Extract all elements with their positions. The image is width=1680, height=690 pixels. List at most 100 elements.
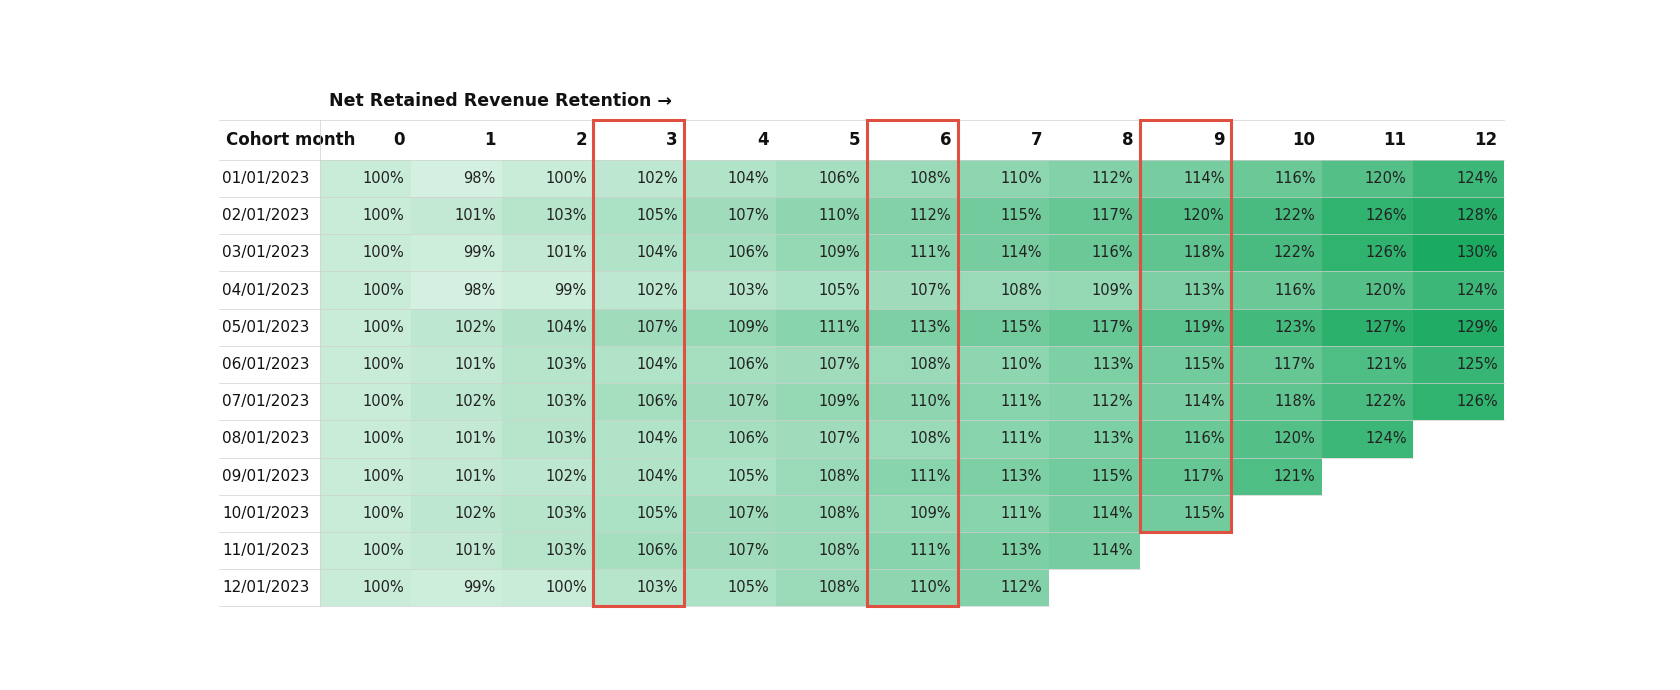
Bar	[593, 457, 684, 495]
Text: Cohort month: Cohort month	[225, 131, 354, 149]
Text: 106%: 106%	[727, 357, 769, 372]
Bar	[684, 234, 776, 271]
Bar	[1322, 346, 1413, 383]
Text: 100%: 100%	[544, 171, 586, 186]
Bar	[867, 234, 958, 271]
Text: 123%: 123%	[1273, 319, 1315, 335]
Text: 111%: 111%	[818, 319, 860, 335]
Bar	[593, 234, 684, 271]
Text: 101%: 101%	[454, 208, 496, 223]
Bar	[1141, 346, 1231, 383]
Bar	[593, 346, 684, 383]
Text: 8: 8	[1122, 131, 1134, 149]
Text: 103%: 103%	[546, 543, 586, 558]
Text: 113%: 113%	[1001, 469, 1042, 484]
Bar	[412, 197, 502, 234]
Text: 119%: 119%	[1183, 319, 1225, 335]
Bar	[776, 271, 867, 308]
Bar	[684, 569, 776, 607]
Bar	[776, 346, 867, 383]
Bar	[502, 532, 593, 569]
Bar	[593, 120, 684, 607]
Bar	[684, 495, 776, 532]
Bar	[958, 457, 1048, 495]
Text: 98%: 98%	[464, 283, 496, 297]
Bar	[412, 420, 502, 457]
Text: 104%: 104%	[637, 431, 679, 446]
Bar	[684, 160, 776, 197]
Text: 11: 11	[1384, 131, 1406, 149]
Text: 0: 0	[393, 131, 405, 149]
Bar	[593, 569, 684, 607]
Bar	[502, 383, 593, 420]
Bar	[1413, 457, 1504, 495]
Text: 107%: 107%	[818, 357, 860, 372]
Bar	[958, 383, 1048, 420]
Bar	[1048, 308, 1141, 346]
Text: 09/01/2023: 09/01/2023	[222, 469, 309, 484]
Text: 126%: 126%	[1457, 394, 1499, 409]
Bar	[958, 234, 1048, 271]
Bar	[502, 457, 593, 495]
Bar	[1141, 457, 1231, 495]
Text: 100%: 100%	[544, 580, 586, 595]
Bar	[1141, 495, 1231, 532]
Bar	[1413, 569, 1504, 607]
Bar	[502, 346, 593, 383]
Text: 113%: 113%	[1092, 431, 1134, 446]
Text: 104%: 104%	[637, 246, 679, 260]
Bar	[593, 495, 684, 532]
Bar	[1048, 569, 1141, 607]
Text: 98%: 98%	[464, 171, 496, 186]
Bar	[593, 383, 684, 420]
Text: 111%: 111%	[1001, 394, 1042, 409]
Bar	[593, 271, 684, 308]
Bar	[776, 532, 867, 569]
Bar	[1048, 495, 1141, 532]
Text: 107%: 107%	[727, 208, 769, 223]
Bar	[684, 308, 776, 346]
Text: 118%: 118%	[1273, 394, 1315, 409]
Text: 101%: 101%	[454, 543, 496, 558]
Text: 5: 5	[848, 131, 860, 149]
Bar	[502, 495, 593, 532]
Text: 110%: 110%	[1001, 357, 1042, 372]
Text: 107%: 107%	[727, 506, 769, 521]
Text: 114%: 114%	[1183, 171, 1225, 186]
Text: 109%: 109%	[818, 246, 860, 260]
Bar	[958, 346, 1048, 383]
Bar	[1231, 569, 1322, 607]
Bar	[412, 308, 502, 346]
Text: 109%: 109%	[727, 319, 769, 335]
Bar	[1231, 308, 1322, 346]
Bar	[1231, 457, 1322, 495]
Text: 100%: 100%	[363, 394, 405, 409]
Text: 126%: 126%	[1366, 246, 1406, 260]
Text: 111%: 111%	[909, 246, 951, 260]
Text: 07/01/2023: 07/01/2023	[222, 394, 309, 409]
Bar	[412, 495, 502, 532]
Bar	[867, 532, 958, 569]
Text: 122%: 122%	[1273, 246, 1315, 260]
Text: 9: 9	[1213, 131, 1225, 149]
Text: 02/01/2023: 02/01/2023	[222, 208, 309, 223]
Bar	[1048, 383, 1141, 420]
Bar	[1231, 532, 1322, 569]
Bar	[412, 383, 502, 420]
Bar	[593, 420, 684, 457]
Bar	[1413, 420, 1504, 457]
Bar	[502, 308, 593, 346]
Text: 130%: 130%	[1457, 246, 1499, 260]
Text: 3: 3	[667, 131, 679, 149]
Bar	[958, 569, 1048, 607]
Text: 120%: 120%	[1183, 208, 1225, 223]
Bar	[1141, 532, 1231, 569]
Bar	[1231, 495, 1322, 532]
Bar	[1322, 383, 1413, 420]
Text: 115%: 115%	[1183, 357, 1225, 372]
Text: 110%: 110%	[909, 580, 951, 595]
Text: 113%: 113%	[911, 319, 951, 335]
Text: 127%: 127%	[1364, 319, 1406, 335]
Text: 111%: 111%	[909, 543, 951, 558]
Text: 03/01/2023: 03/01/2023	[222, 246, 309, 260]
